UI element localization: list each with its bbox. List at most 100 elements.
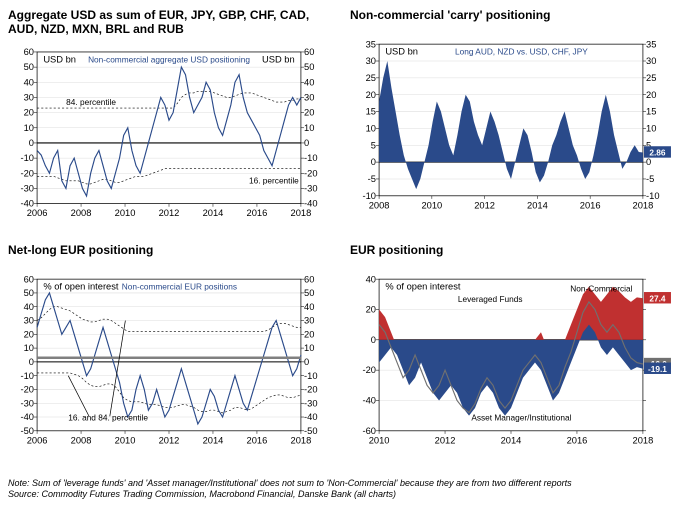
svg-text:2018: 2018 [633,201,654,211]
svg-text:2010: 2010 [369,435,390,445]
svg-text:2014: 2014 [203,208,224,218]
chart-title: EUR positioning [350,243,672,257]
svg-text:2010: 2010 [421,201,442,211]
footnote-note: Note: Sum of 'leverage funds' and 'Asset… [8,478,672,490]
footnote-source: Source: Commodity Futures Trading Commis… [8,489,672,501]
svg-text:-30: -30 [304,399,317,409]
svg-text:20: 20 [366,90,376,100]
svg-text:0: 0 [371,158,376,168]
svg-text:20: 20 [24,330,34,340]
svg-text:0: 0 [371,335,376,345]
svg-text:-40: -40 [362,396,375,406]
svg-text:10: 10 [304,123,314,133]
svg-text:2014: 2014 [527,201,548,211]
svg-text:60: 60 [24,47,34,57]
svg-text:2018: 2018 [291,208,312,218]
svg-text:2006: 2006 [27,435,48,445]
svg-text:-5: -5 [368,174,376,184]
svg-text:-30: -30 [20,183,33,193]
svg-text:5: 5 [371,141,376,151]
svg-text:40: 40 [24,77,34,87]
svg-text:Leveraged Funds: Leveraged Funds [458,294,523,304]
chart-carry: Non-commercial 'carry' positioning -10-1… [350,8,672,227]
chart-net-long-eur: Net-long EUR positioning -50-50-40-40-30… [8,243,330,462]
svg-text:25: 25 [646,73,656,83]
svg-text:-40: -40 [20,412,33,422]
svg-text:25: 25 [366,73,376,83]
svg-text:-10: -10 [20,153,33,163]
svg-text:40: 40 [24,302,34,312]
svg-text:2014: 2014 [203,435,224,445]
svg-text:2014: 2014 [501,435,522,445]
svg-text:35: 35 [646,40,656,50]
svg-text:30: 30 [24,316,34,326]
svg-text:50: 50 [24,288,34,298]
svg-text:-20: -20 [362,365,375,375]
svg-text:84. percentile: 84. percentile [66,97,116,107]
chart-eur-positioning: EUR positioning -60-40-20020402010201220… [350,243,672,462]
svg-text:20: 20 [646,90,656,100]
chart-title: Aggregate USD as sum of EUR, JPY, GBP, C… [8,8,330,37]
svg-text:2012: 2012 [159,208,180,218]
svg-text:-30: -30 [20,399,33,409]
svg-text:-20: -20 [304,168,317,178]
svg-text:-19.1: -19.1 [648,364,667,374]
svg-text:27.4: 27.4 [649,294,666,304]
svg-text:2008: 2008 [71,208,92,218]
svg-text:2016: 2016 [247,208,268,218]
svg-text:60: 60 [304,47,314,57]
footnote: Note: Sum of 'leverage funds' and 'Asset… [8,478,672,501]
svg-text:50: 50 [304,62,314,72]
svg-text:10: 10 [304,343,314,353]
svg-text:30: 30 [366,57,376,67]
svg-text:30: 30 [646,57,656,67]
svg-text:-10: -10 [20,371,33,381]
svg-text:16. percentile: 16. percentile [249,175,299,185]
svg-text:USD bn: USD bn [43,54,76,64]
svg-text:-30: -30 [304,183,317,193]
svg-text:2006: 2006 [27,208,48,218]
svg-text:35: 35 [366,40,376,50]
svg-text:2010: 2010 [115,435,136,445]
svg-text:15: 15 [646,107,656,117]
svg-text:0: 0 [29,357,34,367]
svg-text:2012: 2012 [474,201,495,211]
svg-text:40: 40 [366,274,376,284]
svg-text:2018: 2018 [291,435,312,445]
chart-title: Net-long EUR positioning [8,243,330,257]
svg-text:40: 40 [304,302,314,312]
svg-text:30: 30 [304,316,314,326]
svg-text:2010: 2010 [115,208,136,218]
svg-text:USD bn: USD bn [262,54,295,64]
svg-text:-40: -40 [304,412,317,422]
svg-text:2.86: 2.86 [649,148,666,158]
svg-text:2018: 2018 [633,435,654,445]
svg-text:0: 0 [304,357,309,367]
svg-text:30: 30 [24,92,34,102]
svg-text:0: 0 [304,138,309,148]
svg-text:50: 50 [304,288,314,298]
svg-text:2008: 2008 [369,201,390,211]
svg-text:0: 0 [646,158,651,168]
svg-text:20: 20 [304,330,314,340]
svg-text:50: 50 [24,62,34,72]
chart-title: Non-commercial 'carry' positioning [350,8,672,22]
svg-text:-20: -20 [20,168,33,178]
svg-text:20: 20 [366,305,376,315]
svg-text:2012: 2012 [435,435,456,445]
svg-text:2012: 2012 [159,435,180,445]
svg-text:2016: 2016 [580,201,601,211]
svg-text:16. and 84. percentile: 16. and 84. percentile [68,413,148,423]
svg-text:10: 10 [24,123,34,133]
svg-text:-10: -10 [304,371,317,381]
svg-text:40: 40 [304,77,314,87]
chart-aggregate-usd: Aggregate USD as sum of EUR, JPY, GBP, C… [8,8,330,227]
svg-text:20: 20 [304,108,314,118]
svg-text:USD bn: USD bn [385,47,418,57]
svg-text:Non-commercial EUR positions: Non-commercial EUR positions [122,282,237,292]
svg-text:2016: 2016 [567,435,588,445]
svg-text:Non-commercial aggregate USD p: Non-commercial aggregate USD positioning [88,54,250,64]
svg-text:0: 0 [29,138,34,148]
svg-text:10: 10 [646,124,656,134]
svg-text:30: 30 [304,92,314,102]
